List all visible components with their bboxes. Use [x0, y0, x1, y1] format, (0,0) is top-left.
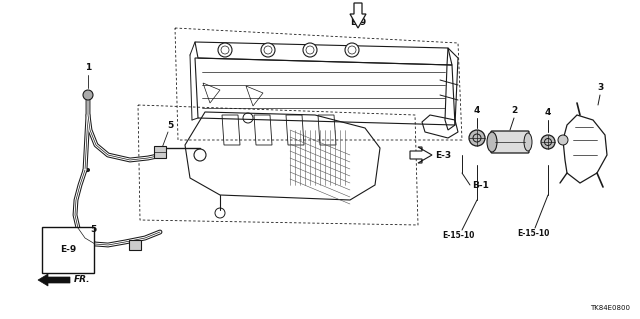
Circle shape: [261, 43, 275, 57]
Ellipse shape: [487, 132, 497, 152]
Polygon shape: [410, 147, 432, 163]
Circle shape: [194, 149, 206, 161]
FancyBboxPatch shape: [154, 146, 166, 158]
Polygon shape: [350, 3, 366, 28]
FancyArrow shape: [38, 274, 70, 286]
Circle shape: [469, 130, 485, 146]
Text: 5: 5: [90, 225, 96, 234]
Text: TK84E0800: TK84E0800: [590, 305, 630, 311]
Text: E-3: E-3: [435, 151, 451, 160]
Text: 4: 4: [474, 106, 480, 115]
FancyBboxPatch shape: [129, 240, 141, 250]
Text: 3: 3: [597, 83, 603, 92]
Circle shape: [83, 90, 93, 100]
Text: 5: 5: [167, 121, 173, 130]
FancyBboxPatch shape: [491, 131, 529, 153]
Text: E-9: E-9: [60, 246, 76, 255]
Text: E-15-10: E-15-10: [442, 231, 474, 240]
Text: 1: 1: [85, 63, 91, 72]
Text: B-1: B-1: [472, 181, 489, 190]
Text: 2: 2: [511, 106, 517, 115]
Circle shape: [541, 135, 555, 149]
Text: FR.: FR.: [74, 276, 90, 285]
Text: E-9: E-9: [350, 18, 366, 27]
Circle shape: [345, 43, 359, 57]
Circle shape: [218, 43, 232, 57]
Ellipse shape: [524, 133, 532, 151]
Text: E-15-10: E-15-10: [517, 229, 549, 238]
Circle shape: [303, 43, 317, 57]
Circle shape: [558, 135, 568, 145]
Text: 4: 4: [545, 108, 551, 117]
